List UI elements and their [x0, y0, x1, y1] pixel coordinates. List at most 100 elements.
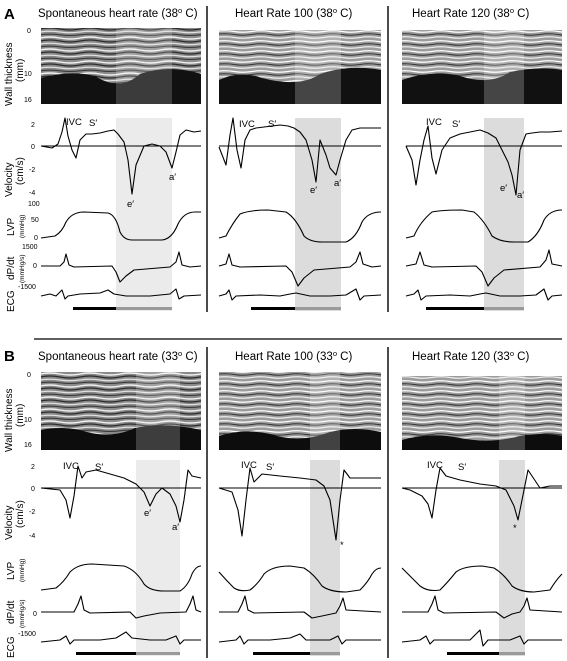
e-prime-label-a3: e′ — [500, 183, 507, 194]
dpdt-trace-b2 — [219, 595, 382, 619]
time-bar-black-a3 — [426, 307, 484, 310]
highlight-band-a3 — [484, 118, 524, 311]
e-prime-label-b1: e′ — [144, 508, 151, 519]
lvp-trace-a3 — [405, 209, 563, 243]
row-label-wall-thickness-a: Wall thickness — [4, 42, 15, 106]
wall-tick-16-a: 16 — [24, 97, 32, 104]
e-prime-label-a1: e′ — [127, 199, 134, 210]
velocity-tick-m4-b: -4 — [29, 533, 35, 540]
dpdt-trace-a2 — [218, 251, 382, 287]
panel-a: A Spontaneous heart rate (38o C) Heart R… — [4, 6, 563, 312]
velocity-trace-a3 — [405, 125, 563, 196]
row-label-dpdt-b: dP/dt — [6, 600, 17, 624]
row-label-lvp-b: LVP — [6, 562, 17, 580]
velocity-tick-m2-b: -2 — [29, 509, 35, 516]
lvp-tick-100-a: 100 — [28, 201, 40, 208]
star-label-b2: * — [340, 540, 344, 551]
row-label-dpdt-unit-b: (mmHg/s) — [19, 599, 26, 628]
s-prime-label-a2: S′ — [268, 119, 276, 130]
s-prime-label-b3: S′ — [458, 462, 466, 473]
dpdt-tick-1500-a: 1500 — [22, 244, 38, 251]
velocity-trace-a2 — [218, 117, 381, 183]
column-title-b2: Heart Rate 100 (33o C) — [235, 349, 352, 363]
dpdt-tick-m1500-a: -1500 — [18, 284, 36, 291]
ivc-label-a2: IVC — [239, 119, 255, 130]
column-title-a2: Heart Rate 100 (38o C) — [235, 6, 352, 20]
row-label-ecg-a: ECG — [6, 290, 17, 312]
ecg-trace-b2 — [218, 633, 381, 645]
mmode-image-a2 — [219, 30, 381, 104]
lvp-trace-a2 — [218, 209, 382, 243]
column-title-a3: Heart Rate 120 (38o C) — [412, 6, 529, 20]
s-prime-label-b1: S′ — [95, 462, 103, 473]
lvp-trace-b1 — [40, 563, 202, 592]
ivc-label-b2: IVC — [241, 460, 257, 471]
time-bar-gray-b1 — [136, 652, 180, 655]
row-label-dpdt-a: dP/dt — [6, 256, 17, 280]
row-label-velocity-b: Velocity — [4, 506, 15, 540]
dpdt-trace-b1 — [41, 595, 202, 619]
time-bar-gray-b2 — [310, 652, 340, 655]
panel-letter-b: B — [4, 348, 15, 365]
row-label-velocity-unit-b: (cm/s) — [15, 500, 26, 528]
ecg-trace-a1 — [40, 288, 202, 300]
time-bar-black-b1 — [76, 652, 136, 655]
panel-letter-a: A — [4, 6, 15, 23]
ecg-trace-a2 — [218, 288, 382, 301]
time-bar-gray-a2 — [295, 307, 341, 310]
wall-tick-10-b: 10 — [24, 417, 32, 424]
dpdt-trace-a3 — [405, 249, 563, 287]
ivc-label-a1: IVC — [66, 117, 82, 128]
row-label-lvp-a: LVP — [6, 218, 17, 236]
ecg-trace-b3 — [401, 629, 562, 647]
velocity-trace-b3 — [401, 467, 562, 521]
lvp-trace-b3 — [401, 565, 563, 593]
ivc-label-b3: IVC — [427, 460, 443, 471]
s-prime-label-b2: S′ — [266, 462, 274, 473]
row-label-lvp-unit-a: (mmHg) — [19, 215, 26, 238]
wall-tick-0-b: 0 — [27, 372, 31, 379]
wall-tick-10-a: 10 — [24, 71, 32, 78]
time-bar-black-b2 — [253, 652, 310, 655]
s-prime-label-a1: S′ — [89, 118, 97, 129]
ivc-label-a3: IVC — [426, 117, 442, 128]
mmode-image-b1 — [41, 372, 201, 450]
column-title-b3: Heart Rate 120 (33o C) — [412, 349, 529, 363]
time-bar-gray-a1 — [116, 307, 172, 310]
velocity-tick-2-a: 2 — [31, 122, 35, 129]
row-label-ecg-b: ECG — [6, 636, 17, 658]
velocity-tick-2-b: 2 — [31, 464, 35, 471]
lvp-trace-a1 — [40, 211, 201, 241]
time-bar-black-a2 — [251, 307, 295, 310]
velocity-tick-0-a: 0 — [31, 144, 35, 151]
ecg-trace-b1 — [40, 631, 201, 645]
velocity-trace-b2 — [218, 467, 381, 541]
e-prime-label-a2: e′ — [310, 185, 317, 196]
row-label-wall-thickness-unit-b: (mm) — [15, 404, 26, 427]
time-bar-gray-b3 — [499, 652, 525, 655]
row-label-dpdt-unit-a: (mmHg/s) — [19, 254, 26, 283]
row-label-lvp-unit-b: (mmHg) — [19, 559, 26, 582]
column-title-a1: Spontaneous heart rate (38o C) — [38, 6, 198, 20]
a-prime-label-a2: a′ — [334, 178, 341, 189]
dpdt-tick-m1500-b: -1500 — [18, 631, 36, 638]
time-bar-black-a1 — [73, 307, 116, 310]
mmode-image-b3 — [402, 376, 562, 450]
s-prime-label-a3: S′ — [452, 119, 460, 130]
highlight-band-b3 — [499, 460, 525, 656]
lvp-trace-b2 — [218, 565, 382, 593]
row-label-velocity-a: Velocity — [4, 163, 15, 197]
mmode-image-b2 — [219, 372, 381, 450]
wall-tick-0-a: 0 — [27, 28, 31, 35]
velocity-trace-b1 — [40, 465, 202, 523]
dpdt-trace-b3 — [402, 595, 563, 619]
a-prime-label-a3: a′ — [517, 190, 524, 201]
column-title-b1: Spontaneous heart rate (33o C) — [38, 349, 198, 363]
time-bar-gray-a3 — [484, 307, 524, 310]
row-label-wall-thickness-unit-a: (mm) — [15, 59, 26, 82]
highlight-band-b2 — [310, 460, 340, 656]
lvp-tick-50-a: 50 — [31, 217, 39, 224]
dpdt-trace-a1 — [41, 251, 202, 283]
velocity-tick-0-b: 0 — [31, 486, 35, 493]
